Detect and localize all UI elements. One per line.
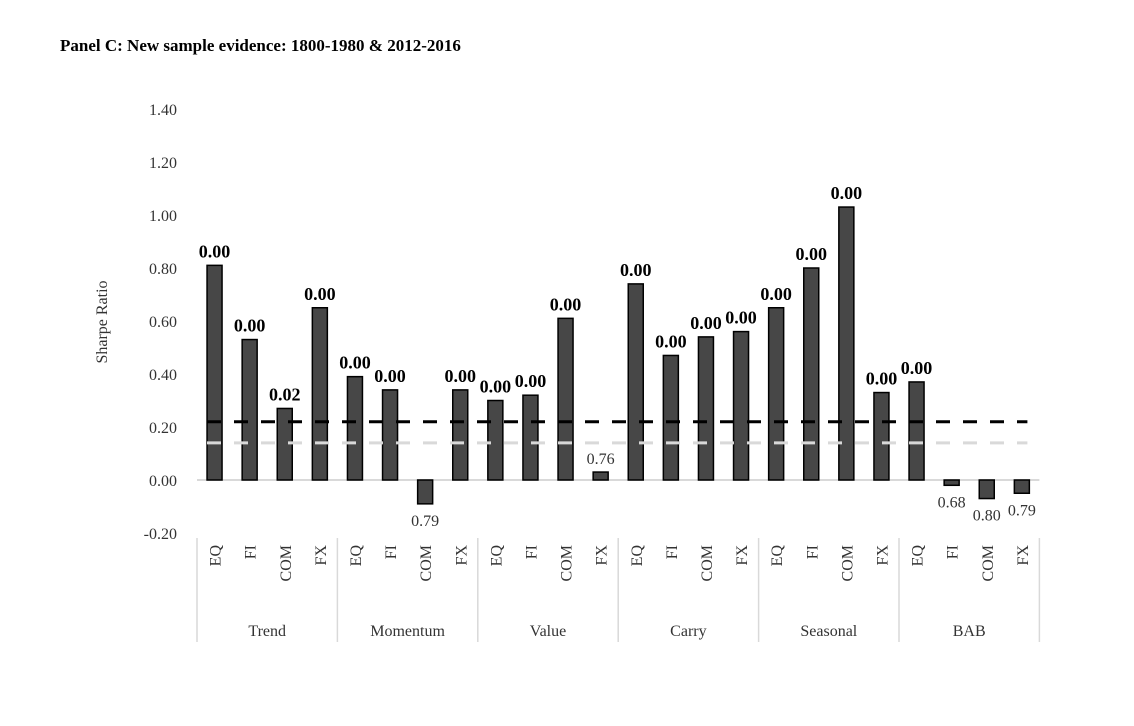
x-tick-label: FI — [523, 545, 540, 559]
p-value-label: 0.00 — [480, 377, 512, 397]
bar — [592, 471, 609, 481]
p-value-label: 0.00 — [374, 366, 406, 386]
y-tick-label: 0.20 — [149, 420, 177, 437]
bar — [732, 330, 750, 481]
p-value-label: 0.00 — [760, 284, 792, 304]
x-tick-label: FI — [243, 545, 260, 559]
group-label: BAB — [953, 623, 986, 640]
p-value-label: 0.00 — [234, 316, 266, 336]
bar — [381, 389, 399, 481]
group-label: Carry — [670, 623, 706, 640]
p-value-label: 0.80 — [973, 508, 1001, 525]
bar — [943, 479, 960, 487]
x-tick-label: COM — [418, 545, 435, 581]
p-value-label: 0.00 — [655, 331, 687, 351]
bar — [662, 354, 680, 481]
p-value-label: 0.00 — [339, 353, 371, 373]
x-tick-label: FX — [453, 545, 470, 566]
p-value-label: 0.00 — [445, 366, 477, 386]
bar — [908, 381, 925, 481]
bar — [838, 206, 855, 481]
x-tick-label: EQ — [488, 545, 505, 567]
bar — [803, 267, 820, 481]
p-value-label: 0.79 — [411, 513, 439, 530]
x-tick-label: FI — [664, 545, 681, 559]
p-value-label: 0.00 — [199, 241, 231, 261]
x-tick-label: FX — [874, 545, 891, 566]
bar — [767, 307, 785, 481]
y-tick-label: 0.80 — [149, 261, 177, 278]
x-tick-label: FI — [383, 545, 400, 559]
x-tick-label: EQ — [629, 545, 646, 567]
x-tick-label: FX — [313, 545, 330, 566]
p-value-label: 0.00 — [866, 369, 898, 389]
x-tick-label: FI — [804, 545, 821, 559]
bar — [416, 479, 434, 505]
x-tick-label: FI — [945, 545, 962, 559]
bar — [978, 479, 995, 500]
p-value-label: 0.00 — [796, 244, 828, 264]
y-tick-label: 0.60 — [149, 314, 177, 331]
x-tick-label: FX — [734, 545, 751, 566]
x-tick-label: EQ — [208, 545, 225, 567]
x-tick-label: EQ — [769, 545, 786, 567]
y-tick-label: 1.20 — [149, 155, 177, 172]
p-value-label: 0.79 — [1008, 502, 1036, 519]
bar — [311, 307, 329, 481]
p-value-label: 0.00 — [901, 358, 933, 378]
p-value-label: 0.00 — [550, 294, 582, 314]
bar — [697, 336, 715, 481]
p-value-label: 0.76 — [587, 451, 615, 468]
p-value-label: 0.00 — [690, 313, 722, 333]
p-value-label: 0.00 — [725, 308, 757, 328]
x-tick-label: EQ — [910, 545, 927, 567]
p-value-label: 0.68 — [938, 494, 966, 511]
group-label: Value — [530, 623, 566, 640]
x-tick-label: COM — [278, 545, 295, 581]
group-label: Momentum — [370, 623, 445, 640]
x-tick-label: COM — [559, 545, 576, 581]
bar — [873, 391, 890, 481]
p-value-label: 0.00 — [620, 260, 652, 280]
bar — [487, 399, 504, 481]
y-tick-label: 1.00 — [149, 208, 177, 225]
bar — [522, 394, 539, 481]
p-value-label: 0.00 — [304, 284, 336, 304]
y-tick-label: 1.40 — [149, 102, 177, 119]
y-tick-label: 0.00 — [149, 473, 177, 490]
group-label: Trend — [248, 623, 286, 640]
bar — [241, 338, 258, 481]
x-tick-label: FX — [594, 545, 611, 566]
bar — [452, 389, 469, 481]
x-tick-label: COM — [839, 545, 856, 581]
p-value-label: 0.00 — [515, 371, 547, 391]
chart-title: Panel C: New sample evidence: 1800-1980 … — [60, 36, 461, 55]
p-value-label: 0.00 — [831, 183, 863, 203]
bar — [627, 283, 644, 481]
y-tick-label: 0.40 — [149, 367, 177, 384]
x-tick-label: EQ — [348, 545, 365, 567]
x-tick-label: COM — [699, 545, 716, 581]
x-tick-label: FX — [1015, 545, 1032, 566]
p-value-label: 0.02 — [269, 384, 301, 404]
y-axis-label: Sharpe Ratio — [94, 280, 111, 363]
y-tick-label: -0.20 — [144, 526, 177, 543]
bar — [206, 264, 223, 481]
bar — [1013, 479, 1031, 494]
x-tick-label: COM — [980, 545, 997, 581]
bar — [346, 375, 364, 481]
bar — [557, 317, 574, 481]
group-label: Seasonal — [800, 623, 857, 640]
